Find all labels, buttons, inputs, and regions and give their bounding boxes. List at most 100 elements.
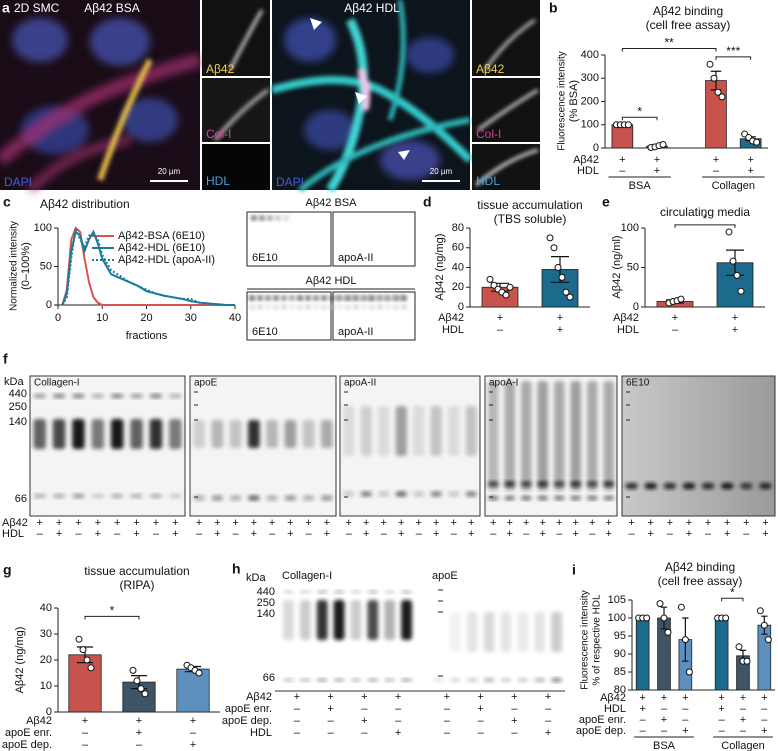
sign: – xyxy=(705,528,712,540)
blot-band xyxy=(570,381,582,491)
sign: + xyxy=(305,517,311,529)
data-point xyxy=(550,244,558,252)
blot-dot xyxy=(367,295,373,301)
significance-label: * xyxy=(730,585,735,599)
blot-band xyxy=(603,381,615,491)
sign: – xyxy=(196,528,203,540)
sign: + xyxy=(361,715,367,727)
sign: + xyxy=(557,312,563,324)
sign: + xyxy=(761,692,767,704)
sign: + xyxy=(540,528,546,540)
chart-title: tissue accumulation xyxy=(477,198,582,212)
data-point xyxy=(195,669,203,677)
sign: + xyxy=(433,528,439,540)
sign: – xyxy=(395,715,402,727)
y-tick-label: 100 xyxy=(608,612,626,624)
y-axis-label: Fluorescence intensity xyxy=(557,51,568,151)
blot-frame xyxy=(621,375,776,517)
blot-band xyxy=(350,590,362,594)
channel-label: Aβ42 xyxy=(206,62,235,76)
bar xyxy=(176,668,210,713)
micrograph-hdl xyxy=(270,0,473,193)
data-point xyxy=(624,121,632,129)
panel-letter: e xyxy=(602,194,610,210)
sign: – xyxy=(545,703,552,715)
sign: + xyxy=(573,528,579,540)
sign: + xyxy=(497,312,503,324)
sign: + xyxy=(287,517,293,529)
blot-band xyxy=(110,419,124,449)
sign: – xyxy=(395,703,402,715)
channel-label: HDL xyxy=(206,174,230,188)
row-label: Aβ42 xyxy=(573,154,599,166)
blot-band xyxy=(465,406,477,456)
panel-letter: d xyxy=(423,194,432,210)
sign: + xyxy=(363,517,369,529)
blot-band xyxy=(211,495,224,501)
blot-band xyxy=(487,381,499,491)
blot-band xyxy=(413,491,425,497)
sign: + xyxy=(36,517,42,529)
sign: – xyxy=(75,528,82,540)
blot-dot xyxy=(249,295,255,301)
group-label: Collagen xyxy=(712,180,755,192)
blot-band xyxy=(433,678,444,682)
sign: – xyxy=(629,528,636,540)
blot-band xyxy=(343,406,355,456)
data-point xyxy=(760,621,768,629)
row-label: Aβ42 xyxy=(613,312,639,324)
blot-dot xyxy=(265,304,271,310)
marker-label: 250 xyxy=(9,401,27,413)
sign: – xyxy=(416,528,423,540)
sign: + xyxy=(251,517,257,529)
marker-label: 140 xyxy=(9,416,27,428)
sign: + xyxy=(451,517,457,529)
data-point xyxy=(706,60,714,68)
y-tick-label: 50 xyxy=(627,261,639,273)
blot-title: Collagen-I xyxy=(282,570,332,582)
blot-band xyxy=(169,494,182,498)
y-tick-label: 20 xyxy=(452,281,464,293)
blot-title: Aβ42 HDL xyxy=(306,275,357,287)
sign: – xyxy=(497,324,504,336)
blot-band xyxy=(395,406,407,456)
data-point xyxy=(486,275,494,283)
y-axis-label: Normalized intensity xyxy=(9,221,20,311)
marker-label: 440 xyxy=(257,586,275,598)
data-point xyxy=(753,138,761,146)
blot-band xyxy=(33,494,46,498)
blot-band xyxy=(401,590,412,594)
marker-label: 440 xyxy=(9,388,27,400)
sign: – xyxy=(589,528,596,540)
blot-band xyxy=(266,420,278,448)
data-point xyxy=(659,141,667,149)
data-point xyxy=(722,614,730,622)
blot-band xyxy=(343,491,355,497)
sign: – xyxy=(82,739,89,751)
marker-label: 66 xyxy=(15,493,27,505)
sign: + xyxy=(523,517,529,529)
chart-title: (RIPA) xyxy=(119,578,154,592)
sign: + xyxy=(762,517,768,529)
blot-band xyxy=(553,496,565,500)
blot-band xyxy=(430,491,442,497)
blot-dot xyxy=(329,304,335,310)
sign: – xyxy=(761,703,768,715)
significance-label: * xyxy=(703,212,708,226)
blot-dot xyxy=(401,304,407,310)
x-axis-label: fractions xyxy=(126,330,168,342)
sign: – xyxy=(740,725,747,737)
blot-band xyxy=(500,678,512,682)
scale-bar-label: 20 µm xyxy=(430,167,453,176)
sign: + xyxy=(747,154,753,166)
blot-band xyxy=(663,483,676,489)
group-label: BSA xyxy=(653,740,676,751)
blot-band xyxy=(500,612,512,652)
sign: + xyxy=(672,312,678,324)
blot-title: Aβ42 BSA xyxy=(306,197,358,209)
blot-band xyxy=(149,419,163,449)
row-label: HDL xyxy=(577,165,599,177)
row-label: Aβ42 xyxy=(600,692,626,704)
sign: + xyxy=(294,691,300,703)
blot-band xyxy=(401,678,412,682)
